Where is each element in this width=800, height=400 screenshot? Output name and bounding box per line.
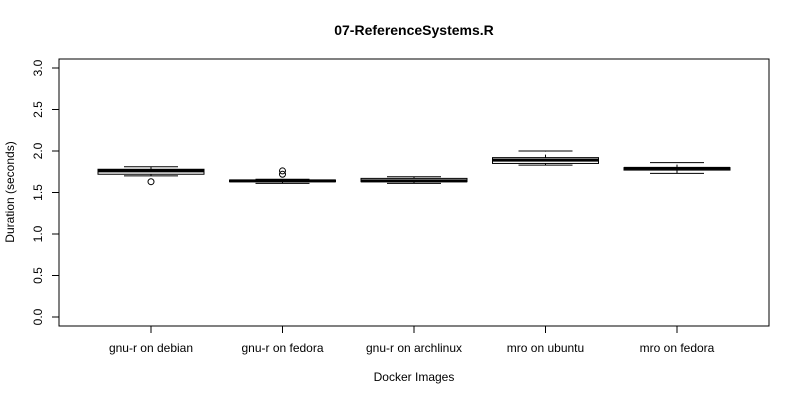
- y-tick-label: 1.5: [31, 184, 45, 201]
- y-axis-label: Duration (seconds): [3, 141, 17, 242]
- x-tick-label: mro on fedora: [640, 341, 715, 355]
- y-tick-label: 2.5: [31, 101, 45, 118]
- y-tick-label: 0.0: [31, 308, 45, 325]
- x-tick-label: mro on ubuntu: [507, 341, 584, 355]
- y-tick-label: 3.0: [31, 59, 45, 76]
- x-tick-label: gnu-r on debian: [109, 341, 193, 355]
- y-axis: 0.0 0.5 1.0 1.5 2.0 2.5 3.0: [31, 59, 60, 325]
- x-axis: gnu-r on debian gnu-r on fedora gnu-r on a…: [109, 325, 715, 355]
- chart-title: 07-ReferenceSystems.R: [334, 22, 494, 38]
- box-group: [623, 162, 731, 174]
- y-tick-label: 2.0: [31, 142, 45, 159]
- x-axis-label: Docker Images: [374, 370, 455, 384]
- y-tick-label: 0.5: [31, 267, 45, 284]
- box-series: [97, 150, 731, 186]
- outlier-point: [279, 170, 286, 178]
- box-group: [360, 176, 468, 184]
- x-tick-label: gnu-r on archlinux: [366, 341, 462, 355]
- x-tick-label: gnu-r on fedora: [241, 341, 323, 355]
- box-group: [97, 166, 205, 186]
- y-tick-label: 1.0: [31, 225, 45, 242]
- box-group: [229, 167, 336, 184]
- box-group: [492, 150, 599, 166]
- outlier-point: [147, 178, 155, 186]
- outlier-point: [279, 167, 286, 175]
- plot-area-border: [58, 58, 770, 327]
